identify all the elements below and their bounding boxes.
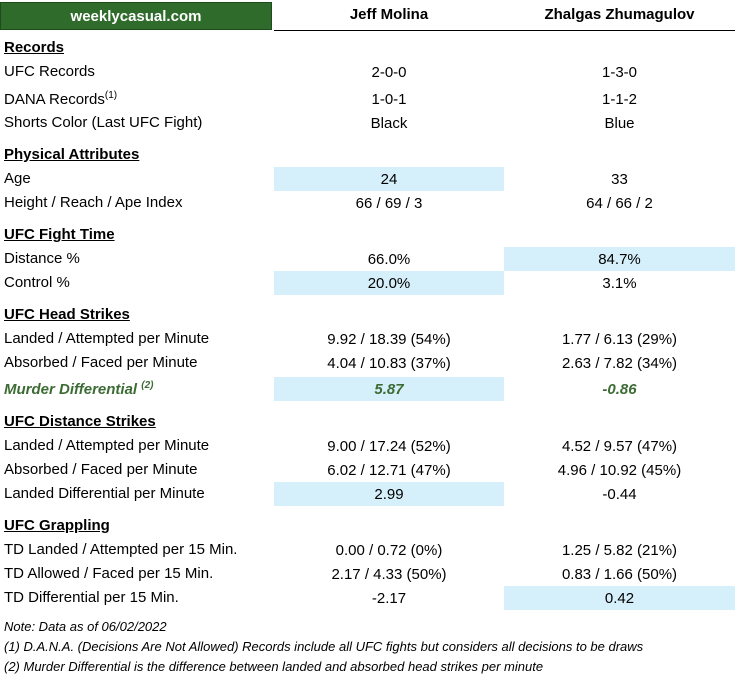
table-row: Landed / Attempted per Minute 9.92 / 18.… bbox=[0, 327, 737, 351]
row-label: Height / Reach / Ape Index bbox=[4, 194, 183, 211]
section-records: Records bbox=[0, 36, 737, 60]
section-title: Records bbox=[4, 39, 65, 56]
row-label: UFC Records bbox=[4, 63, 95, 80]
row-label: Murder Differential (2) bbox=[4, 380, 154, 398]
row-label: DANA Records(1) bbox=[4, 90, 118, 108]
table-row: Age 24 33 bbox=[0, 167, 737, 191]
fighter-2-value: 0.83 / 1.66 (50%) bbox=[561, 565, 678, 583]
table-row: Height / Reach / Ape Index 66 / 69 / 3 6… bbox=[0, 191, 737, 215]
fighter-1-name: Jeff Molina bbox=[349, 6, 429, 23]
table-row: Distance % 66.0% 84.7% bbox=[0, 247, 737, 271]
section-title: UFC Distance Strikes bbox=[4, 413, 156, 430]
table-row: Absorbed / Faced per Minute 6.02 / 12.71… bbox=[0, 458, 737, 482]
row-label: Control % bbox=[4, 274, 70, 291]
fighter-2-value: Blue bbox=[604, 114, 635, 132]
header-underline-1 bbox=[274, 30, 504, 31]
footnote-2: (2) Murder Differential is the differenc… bbox=[4, 659, 544, 674]
fighter-2-value: 4.96 / 10.92 (45%) bbox=[557, 461, 682, 479]
table-row: TD Differential per 15 Min. -2.17 0.42 bbox=[0, 586, 737, 610]
fighter-2-value: -0.86 bbox=[602, 380, 637, 398]
header-underline-2 bbox=[504, 30, 735, 31]
table-row: TD Allowed / Faced per 15 Min. 2.17 / 4.… bbox=[0, 562, 737, 586]
fighter-1-value: 20.0% bbox=[274, 271, 504, 295]
row-label: TD Differential per 15 Min. bbox=[4, 589, 179, 606]
footnote-ref: (1) bbox=[104, 90, 118, 101]
fighter-1-value: 6.02 / 12.71 (47%) bbox=[327, 461, 451, 479]
section-distance-strikes: UFC Distance Strikes bbox=[0, 410, 737, 434]
table-row: Shorts Color (Last UFC Fight) Black Blue bbox=[0, 111, 737, 135]
row-label: Landed / Attempted per Minute bbox=[4, 330, 210, 347]
fighter-2-value: -0.44 bbox=[602, 485, 637, 503]
fighter-2-value: 64 / 66 / 2 bbox=[586, 194, 653, 212]
table-row: DANA Records(1) 1-0-1 1-1-2 bbox=[0, 87, 737, 111]
table-row: Control % 20.0% 3.1% bbox=[0, 271, 737, 295]
fighter-2-value: 1.77 / 6.13 (29%) bbox=[561, 330, 678, 348]
site-brand: weeklycasual.com bbox=[0, 2, 272, 30]
section-title: Physical Attributes bbox=[4, 146, 140, 163]
table-row: Absorbed / Faced per Minute 4.04 / 10.83… bbox=[0, 351, 737, 375]
fighter-2-value: 1-3-0 bbox=[601, 63, 638, 81]
table-row-murder-differential: Murder Differential (2) 5.87 -0.86 bbox=[0, 377, 737, 401]
row-label: Absorbed / Faced per Minute bbox=[4, 354, 198, 371]
section-physical: Physical Attributes bbox=[0, 143, 737, 167]
footnote-1: (1) D.A.N.A. (Decisions Are Not Allowed)… bbox=[4, 639, 644, 654]
fighter-1-value: 24 bbox=[274, 167, 504, 191]
fighter-1-value: 2-0-0 bbox=[371, 63, 407, 81]
table-row: UFC Records 2-0-0 1-3-0 bbox=[0, 60, 737, 84]
table-row: Landed / Attempted per Minute 9.00 / 17.… bbox=[0, 434, 737, 458]
footnote-ref: (2) bbox=[141, 380, 154, 391]
fighter-2-value: 33 bbox=[611, 170, 628, 188]
fighter-2-value: 3.1% bbox=[602, 274, 637, 292]
fighter-1-value: 9.92 / 18.39 (54%) bbox=[327, 330, 451, 348]
fighter-1-value: 66.0% bbox=[367, 250, 411, 268]
row-label: Absorbed / Faced per Minute bbox=[4, 461, 198, 478]
fighter-1-value: 4.04 / 10.83 (37%) bbox=[327, 354, 451, 372]
fighter-2-value: 84.7% bbox=[504, 247, 735, 271]
fighter-1-value: 1-0-1 bbox=[371, 90, 407, 108]
row-label: Landed Differential per Minute bbox=[4, 485, 205, 502]
fighter-1-value: 2.99 bbox=[274, 482, 504, 506]
row-label: Shorts Color (Last UFC Fight) bbox=[4, 114, 203, 131]
row-label: Distance % bbox=[4, 250, 80, 267]
section-title: UFC Fight Time bbox=[4, 226, 115, 243]
row-label: Landed / Attempted per Minute bbox=[4, 437, 210, 454]
section-grappling: UFC Grappling bbox=[0, 514, 737, 538]
row-label: TD Allowed / Faced per 15 Min. bbox=[4, 565, 214, 582]
table-row: TD Landed / Attempted per 15 Min. 0.00 /… bbox=[0, 538, 737, 562]
fighter-2-value: 0.42 bbox=[504, 586, 735, 610]
fighter-2-name: Zhalgas Zhumagulov bbox=[544, 6, 695, 23]
fighter-1-value: 9.00 / 17.24 (52%) bbox=[327, 437, 451, 455]
fighter-2-value: 1.25 / 5.82 (21%) bbox=[561, 541, 678, 559]
fighter-1-value: -2.17 bbox=[371, 589, 407, 607]
fighter-1-value: 5.87 bbox=[274, 377, 504, 401]
fighter-1-value: Black bbox=[370, 114, 408, 132]
data-date-note: Note: Data as of 06/02/2022 bbox=[4, 619, 167, 634]
fighter-1-value: 66 / 69 / 3 bbox=[355, 194, 423, 212]
section-title: UFC Grappling bbox=[4, 517, 110, 534]
table-row: Landed Differential per Minute 2.99 -0.4… bbox=[0, 482, 737, 506]
fighter-2-value: 4.52 / 9.57 (47%) bbox=[561, 437, 678, 455]
row-label: Age bbox=[4, 170, 31, 187]
row-label: TD Landed / Attempted per 15 Min. bbox=[4, 541, 238, 558]
section-head-strikes: UFC Head Strikes bbox=[0, 303, 737, 327]
fighter-1-value: 0.00 / 0.72 (0%) bbox=[335, 541, 443, 559]
fighter-2-value: 1-1-2 bbox=[601, 90, 638, 108]
section-title: UFC Head Strikes bbox=[4, 306, 130, 323]
fighter-1-value: 2.17 / 4.33 (50%) bbox=[331, 565, 447, 583]
section-fight-time: UFC Fight Time bbox=[0, 223, 737, 247]
fighter-2-value: 2.63 / 7.82 (34%) bbox=[561, 354, 678, 372]
